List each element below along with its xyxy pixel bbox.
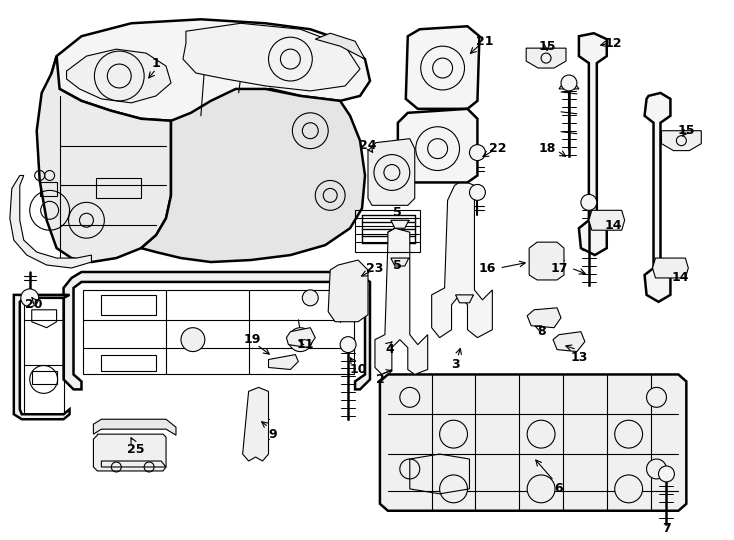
Polygon shape [380, 374, 686, 511]
Polygon shape [391, 220, 409, 228]
Text: 25: 25 [128, 443, 145, 456]
Polygon shape [456, 295, 473, 303]
Text: 8: 8 [537, 325, 545, 338]
Circle shape [647, 459, 666, 479]
Circle shape [527, 475, 555, 503]
Polygon shape [141, 89, 365, 262]
Text: 12: 12 [605, 37, 622, 50]
Text: 7: 7 [662, 522, 671, 535]
Polygon shape [14, 295, 70, 419]
Text: 18: 18 [538, 142, 556, 155]
Circle shape [400, 459, 420, 479]
Circle shape [470, 145, 485, 160]
Polygon shape [526, 48, 566, 68]
Polygon shape [529, 242, 564, 280]
Text: 14: 14 [605, 219, 622, 232]
Polygon shape [64, 272, 370, 389]
Text: 11: 11 [297, 338, 314, 351]
Polygon shape [93, 434, 166, 471]
Text: 21: 21 [476, 35, 493, 48]
Polygon shape [644, 93, 670, 302]
Text: 14: 14 [672, 272, 689, 285]
Polygon shape [553, 332, 585, 352]
Text: 6: 6 [555, 482, 563, 495]
Polygon shape [286, 328, 316, 348]
Text: 3: 3 [451, 358, 460, 371]
Polygon shape [93, 419, 176, 435]
Polygon shape [67, 49, 171, 103]
Circle shape [561, 75, 577, 91]
Polygon shape [391, 258, 409, 266]
Text: 5: 5 [393, 259, 402, 272]
Polygon shape [368, 139, 415, 205]
Circle shape [581, 194, 597, 210]
Polygon shape [398, 109, 477, 183]
Text: 15: 15 [538, 39, 556, 53]
Circle shape [302, 290, 319, 306]
Circle shape [21, 289, 39, 307]
Polygon shape [243, 387, 269, 461]
Circle shape [658, 466, 675, 482]
Polygon shape [51, 19, 370, 121]
Text: 1: 1 [152, 57, 161, 70]
Text: 5: 5 [393, 206, 402, 219]
Circle shape [614, 475, 642, 503]
Polygon shape [375, 228, 428, 374]
Polygon shape [579, 33, 607, 255]
Circle shape [400, 387, 420, 407]
Text: 17: 17 [550, 261, 568, 274]
Polygon shape [316, 33, 365, 59]
Polygon shape [406, 26, 479, 109]
Polygon shape [559, 86, 579, 89]
Polygon shape [328, 260, 368, 322]
Text: 9: 9 [268, 428, 277, 441]
Text: 10: 10 [349, 363, 367, 376]
Text: 20: 20 [25, 298, 43, 312]
Text: 24: 24 [359, 139, 377, 152]
Polygon shape [183, 23, 360, 91]
Circle shape [340, 336, 356, 353]
Circle shape [647, 387, 666, 407]
Polygon shape [589, 210, 625, 230]
Text: 4: 4 [385, 343, 394, 356]
Circle shape [614, 420, 642, 448]
Circle shape [288, 328, 312, 352]
Polygon shape [37, 56, 171, 262]
Text: 19: 19 [244, 333, 261, 346]
Text: 15: 15 [677, 124, 695, 137]
Polygon shape [432, 180, 493, 338]
Text: 13: 13 [570, 351, 588, 364]
Circle shape [181, 328, 205, 352]
Polygon shape [661, 131, 701, 151]
Text: 22: 22 [489, 142, 506, 155]
Text: 2: 2 [376, 373, 385, 386]
Circle shape [527, 420, 555, 448]
Circle shape [440, 420, 468, 448]
Polygon shape [269, 355, 298, 369]
Circle shape [470, 185, 485, 200]
Polygon shape [527, 308, 561, 328]
Text: 16: 16 [479, 261, 496, 274]
Text: 23: 23 [366, 261, 384, 274]
Polygon shape [10, 176, 92, 268]
Circle shape [440, 475, 468, 503]
Polygon shape [653, 258, 688, 278]
